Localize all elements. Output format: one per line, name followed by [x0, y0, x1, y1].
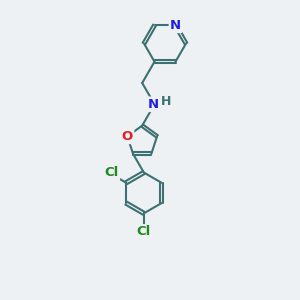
- Text: Cl: Cl: [137, 225, 151, 239]
- Text: N: N: [170, 19, 181, 32]
- Text: Cl: Cl: [104, 166, 119, 179]
- Text: O: O: [122, 130, 133, 143]
- Text: N: N: [147, 98, 159, 111]
- Text: H: H: [161, 95, 171, 108]
